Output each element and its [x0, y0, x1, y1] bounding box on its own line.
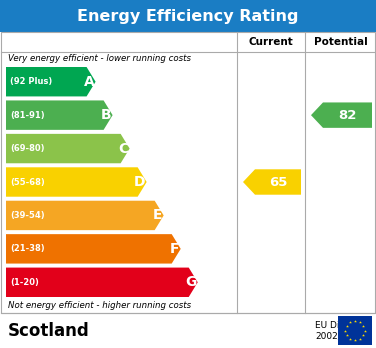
Bar: [0, 0, 376, 32]
Text: B: B: [101, 108, 112, 122]
Polygon shape: [311, 102, 372, 128]
Text: F: F: [170, 242, 180, 256]
Text: 82: 82: [338, 109, 357, 122]
Polygon shape: [6, 134, 130, 163]
Text: 65: 65: [269, 175, 287, 189]
Text: EU Directive
2002/91/EC: EU Directive 2002/91/EC: [315, 321, 371, 340]
Text: Current: Current: [249, 37, 293, 47]
Text: Very energy efficient - lower running costs: Very energy efficient - lower running co…: [8, 54, 191, 63]
Text: Potential: Potential: [314, 37, 367, 47]
Polygon shape: [6, 101, 112, 130]
Text: G: G: [185, 275, 197, 289]
Text: (55-68): (55-68): [10, 177, 45, 187]
Text: (1-20): (1-20): [10, 278, 39, 287]
Bar: [338, 316, 372, 345]
Text: (92 Plus): (92 Plus): [10, 77, 52, 86]
Text: (69-80): (69-80): [10, 144, 44, 153]
Bar: [1, 32, 375, 313]
Polygon shape: [6, 67, 96, 96]
Polygon shape: [6, 234, 181, 263]
Text: (81-91): (81-91): [10, 111, 45, 120]
Bar: [0, 313, 376, 348]
Polygon shape: [6, 201, 164, 230]
Text: Scotland: Scotland: [8, 322, 90, 340]
Text: D: D: [134, 175, 146, 189]
Polygon shape: [6, 167, 147, 197]
Text: (21-38): (21-38): [10, 244, 45, 253]
Text: C: C: [118, 142, 129, 156]
Text: E: E: [153, 208, 163, 222]
Text: A: A: [84, 75, 95, 89]
Text: Energy Efficiency Rating: Energy Efficiency Rating: [77, 8, 299, 24]
Text: Not energy efficient - higher running costs: Not energy efficient - higher running co…: [8, 301, 191, 310]
Polygon shape: [243, 169, 301, 195]
Text: (39-54): (39-54): [10, 211, 45, 220]
Polygon shape: [6, 268, 198, 297]
